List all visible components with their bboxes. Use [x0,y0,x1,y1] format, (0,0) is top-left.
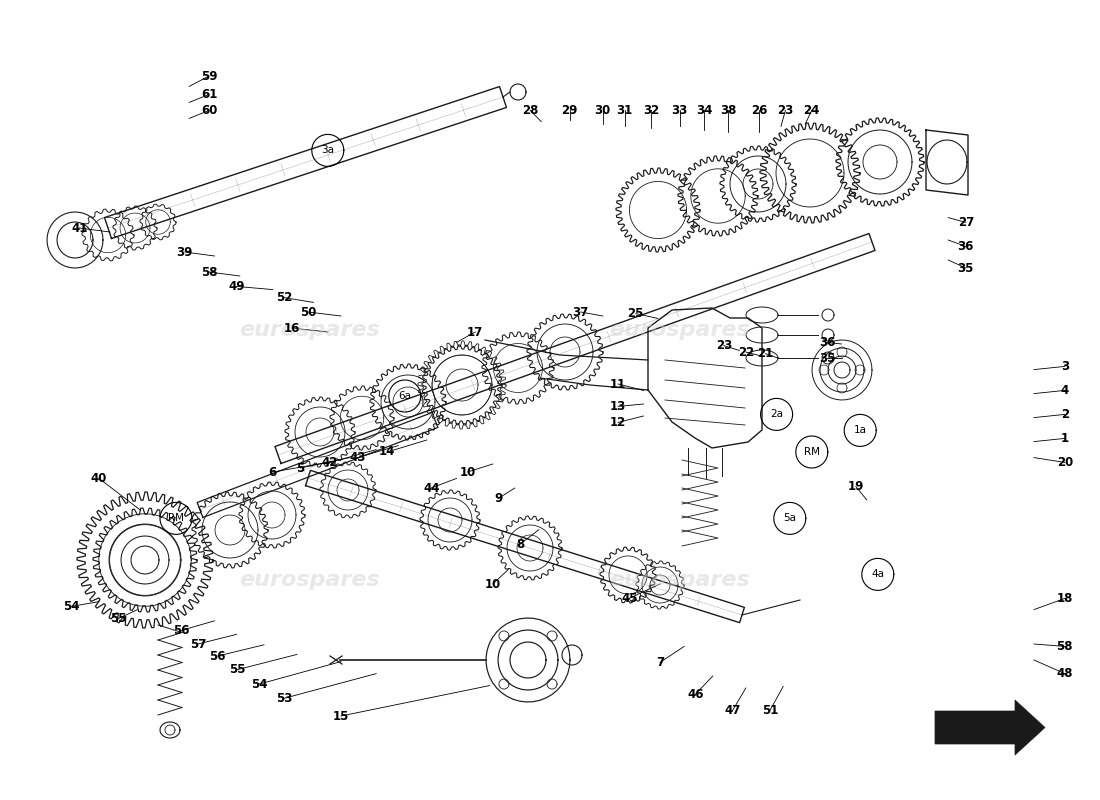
Text: 55: 55 [229,663,246,676]
Text: 27: 27 [958,216,974,229]
Text: 2: 2 [1060,408,1069,421]
Text: 18: 18 [1057,592,1072,605]
Text: 30: 30 [595,104,610,117]
Text: 46: 46 [686,688,704,701]
Text: eurospares: eurospares [240,320,381,340]
Text: 16: 16 [284,322,299,334]
Text: 60: 60 [201,104,217,117]
Text: 11: 11 [610,378,626,390]
Text: 10: 10 [485,578,501,590]
Text: 4a: 4a [871,570,884,579]
Text: 45: 45 [620,592,637,605]
Text: 13: 13 [610,400,626,413]
Text: 22: 22 [738,346,754,358]
Text: 38: 38 [720,104,736,117]
Text: 39: 39 [177,246,192,258]
Text: 44: 44 [422,482,439,494]
Text: 58: 58 [200,266,218,278]
Text: RM: RM [804,447,820,457]
Text: 15: 15 [333,710,349,722]
Text: 5a: 5a [783,514,796,523]
Text: 31: 31 [617,104,632,117]
Text: 35: 35 [958,262,974,274]
Text: 10: 10 [460,466,475,478]
Text: 47: 47 [725,704,740,717]
Text: 33: 33 [672,104,688,117]
Text: 42: 42 [322,456,338,469]
Text: 51: 51 [762,704,778,717]
Text: 4: 4 [1060,384,1069,397]
Text: 54: 54 [251,678,267,690]
Text: 8: 8 [516,538,525,550]
Text: 36: 36 [958,240,974,253]
Text: 35: 35 [820,352,835,365]
Text: 56: 56 [209,650,227,662]
Text: 36: 36 [820,336,835,349]
Text: 17: 17 [468,326,483,338]
Text: 52: 52 [276,291,292,304]
Text: 53: 53 [276,692,292,705]
Text: 32: 32 [644,104,659,117]
Text: 29: 29 [562,104,578,117]
Text: 1: 1 [1060,432,1069,445]
Text: eurospares: eurospares [240,570,381,590]
Text: 19: 19 [848,480,864,493]
Text: 34: 34 [696,104,712,117]
Polygon shape [935,700,1045,755]
Text: 25: 25 [628,307,643,320]
Text: 58: 58 [1056,640,1072,653]
Text: 54: 54 [64,600,79,613]
Text: 3: 3 [1060,360,1069,373]
Text: 1a: 1a [854,426,867,435]
Text: 41: 41 [72,222,87,234]
Text: 43: 43 [350,451,365,464]
Text: 59: 59 [200,70,218,82]
Text: eurospares: eurospares [609,320,750,340]
Text: 23: 23 [778,104,793,117]
Text: 50: 50 [300,306,316,318]
Text: 37: 37 [573,306,588,318]
Text: 3a: 3a [321,146,334,155]
Text: 57: 57 [190,638,206,650]
Text: 24: 24 [804,104,820,117]
Text: 21: 21 [758,347,773,360]
Text: 9: 9 [494,492,503,505]
Text: 48: 48 [1056,667,1072,680]
Text: 20: 20 [1057,456,1072,469]
Text: 49: 49 [229,280,244,293]
Text: 6a: 6a [398,391,411,401]
Text: 55: 55 [110,612,126,625]
Text: 56: 56 [174,624,189,637]
Text: 5: 5 [296,462,305,474]
Text: 61: 61 [201,88,217,101]
Text: 23: 23 [716,339,732,352]
Text: RM: RM [168,514,184,523]
Text: 12: 12 [610,416,626,429]
Text: 26: 26 [751,104,767,117]
Text: 7: 7 [656,656,664,669]
Text: 40: 40 [91,472,107,485]
Text: 6: 6 [268,466,277,478]
Text: 2a: 2a [770,410,783,419]
Text: 14: 14 [379,446,395,458]
Text: eurospares: eurospares [609,570,750,590]
Text: 28: 28 [522,104,538,117]
